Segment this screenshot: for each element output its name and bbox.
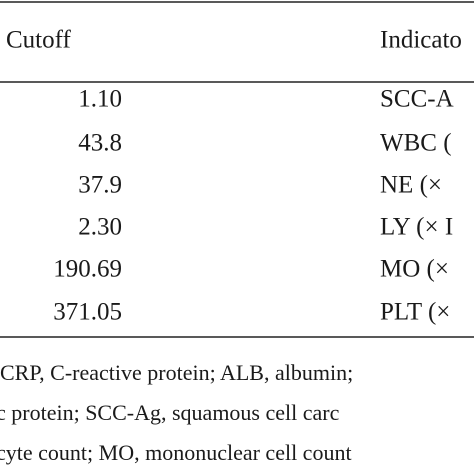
header-cell: Indicato: [380, 27, 462, 54]
cutoff-cell: 1.10: [78, 86, 122, 113]
indicator-cell: LY (× I: [380, 214, 453, 241]
indicator-cell: PLT (×: [380, 299, 450, 326]
table-body: 1.10 SCC-A 43.8 WBC ( 37.9 NE (× 2.30 LY (× I 19…: [53, 86, 453, 326]
indicator-cell: MO (×: [380, 256, 449, 283]
cutoff-cell: 37.9: [78, 172, 122, 199]
indicator-cell: SCC-A: [380, 86, 454, 113]
footnote: CRP, C-reactive protein; ALB, albumin; c …: [0, 360, 353, 465]
footnote-line: cyte count; MO, mononuclear cell count: [0, 440, 352, 465]
footnote-line: CRP, C-reactive protein; ALB, albumin;: [0, 360, 353, 385]
indicator-cell: WBC (: [380, 130, 452, 157]
cutoff-cell: 190.69: [53, 256, 122, 283]
indicator-cell: NE (×: [380, 172, 442, 199]
header-cell: Cutoff: [6, 27, 71, 54]
cutoff-cell: 2.30: [78, 214, 122, 241]
cutoff-cell: 371.05: [53, 299, 122, 326]
footnote-line: c protein; SCC-Ag, squamous cell carc: [0, 400, 340, 425]
cutoff-cell: 43.8: [78, 130, 122, 157]
